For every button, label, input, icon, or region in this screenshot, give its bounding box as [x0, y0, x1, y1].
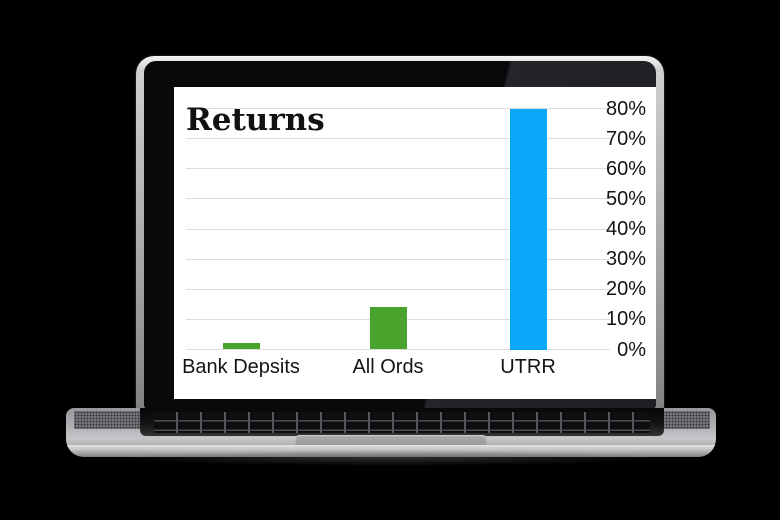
laptop-screen: Returns 0% 10% 20% 30% 40% 50% 60% 70% 80% Bank D… [136, 56, 664, 412]
gridline [186, 349, 610, 350]
screen-bezel: Returns 0% 10% 20% 30% 40% 50% 60% 70% 80% Bank D… [144, 61, 656, 409]
y-axis-tick-label: 80% [605, 97, 646, 120]
gridline [186, 138, 610, 140]
y-axis-tick-label: 20% [605, 278, 646, 301]
bar-all-ords [369, 307, 407, 350]
gridline [186, 288, 610, 290]
laptop-base [66, 408, 716, 457]
y-axis-tick-label: 0% [617, 338, 646, 361]
speaker-grille-left [74, 411, 146, 429]
gridline [186, 168, 610, 170]
gridline [186, 108, 610, 109]
gridline [186, 198, 610, 200]
x-axis-category-label: All Ords [352, 356, 424, 378]
chart-area: Returns 0% 10% 20% 30% 40% 50% 60% 70% 80% Bank D… [174, 87, 656, 399]
y-axis-tick-label: 40% [605, 218, 646, 240]
y-axis-tick-label: 70% [605, 127, 646, 150]
y-axis-tick-label: 30% [605, 248, 646, 271]
x-axis-category-label: Bank Depsits [182, 356, 300, 378]
y-axis-tick-label: 10% [605, 308, 646, 331]
bar-chart: 0% 10% 20% 30% 40% 50% 60% 70% 80% Bank Depsits Al… [174, 87, 656, 399]
gridline [186, 258, 610, 260]
x-axis-category-label: UTRR [500, 356, 556, 378]
y-axis-tick-label: 60% [605, 157, 646, 180]
keyboard-well [140, 408, 664, 436]
gridline [186, 228, 610, 230]
bar-bank-depsits [222, 343, 260, 350]
bar-utrr [509, 108, 547, 350]
y-axis-tick-label: 50% [605, 187, 646, 210]
chart-title: Returns [186, 102, 325, 138]
keyboard [154, 412, 650, 433]
laptop-shadow [110, 450, 670, 466]
